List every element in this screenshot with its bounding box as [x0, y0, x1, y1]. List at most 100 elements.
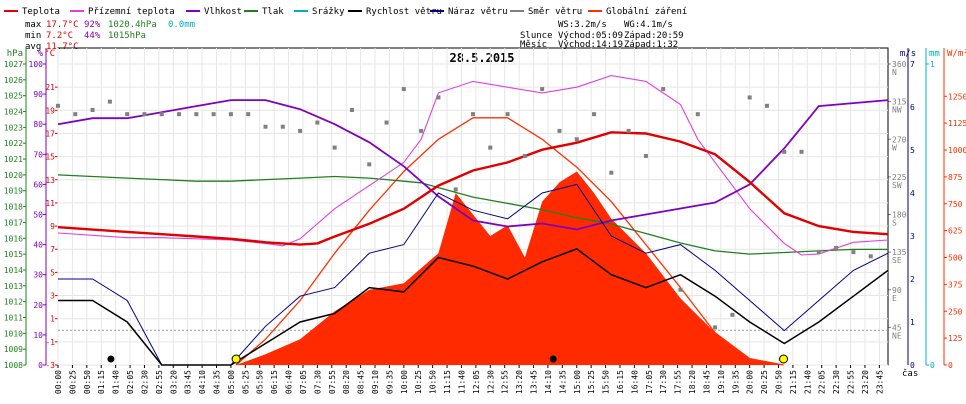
axis-ms-unit: m/s [900, 49, 916, 59]
x-tick-label: 23:20 [861, 370, 870, 394]
x-tick-label: 20:50 [774, 370, 783, 394]
x-tick-label: 17:55 [674, 370, 683, 394]
axis-hpa-tick-label: 1026 [4, 76, 23, 85]
winddir-point [298, 128, 303, 133]
x-tick-label: 12:30 [486, 370, 495, 394]
winddir-point [592, 112, 597, 117]
winddir-point [263, 124, 268, 129]
winddir-point [488, 145, 493, 150]
axis-dir-letter: N [892, 68, 897, 77]
axis-hpa-tick-label: 1023 [4, 123, 23, 132]
x-tick-label: 06:40 [285, 370, 294, 394]
winddir-point [730, 312, 735, 317]
x-tick-label: 11:15 [443, 370, 452, 394]
stat-avg-label: avg [25, 42, 41, 52]
axis-dir-tick-label: 45 [892, 323, 902, 332]
axis-hpa-tick-label: 1022 [4, 139, 23, 148]
x-tick-label: 22:05 [818, 370, 827, 394]
axis-hpa-unit: hPa [7, 49, 23, 59]
x-tick-label: 01:15 [97, 370, 106, 394]
sunrise-marker [231, 354, 241, 364]
x-tick-label: 15:50 [602, 370, 611, 394]
axis-hpa-tick-label: 1021 [4, 155, 23, 164]
stat-min-hum: 44% [84, 31, 101, 41]
winddir-point [574, 137, 579, 142]
winddir-point [764, 103, 769, 108]
axis-degc-tick-label: 11 [45, 199, 55, 208]
stat-min-temp: 7.2°C [46, 31, 73, 41]
x-tick-label: 02:55 [155, 370, 164, 394]
axis-pct-tick-label: 50 [33, 211, 43, 220]
info-block: WS:3.2m/s WG:4.1m/s Slunce Východ:05:09 … [520, 20, 684, 50]
x-tick-label: 12:05 [472, 370, 481, 394]
x-tick-label: 19:10 [717, 370, 726, 394]
x-tick-label: 05:00 [227, 370, 236, 394]
axis-dir-tick-label: 270 [892, 135, 907, 144]
axis-ms-tick-label: 5 [910, 146, 915, 155]
axis-dir-letter: NW [892, 106, 902, 115]
x-tick-label: 00:00 [54, 370, 63, 394]
axis-degc-unit: °C [44, 49, 55, 59]
axis-pct-tick-label: 90 [33, 90, 43, 99]
x-tick-label: 11:40 [457, 370, 466, 394]
axis-hpa-tick-label: 1027 [4, 60, 23, 69]
winddir-point [194, 112, 199, 117]
info-sun-label: Slunce [520, 31, 553, 41]
winddir-point [522, 153, 527, 158]
axis-hpa-tick-label: 1011 [4, 313, 23, 322]
legend-label-windspeed: Rychlost větru [366, 7, 442, 17]
winddir-point [505, 112, 510, 117]
winddir-point [73, 112, 78, 117]
winddir-point [125, 112, 130, 117]
axis-mm-unit: mm [929, 49, 940, 59]
x-tick-label: 10:25 [414, 370, 423, 394]
axis-ms-tick-label: 7 [910, 60, 915, 69]
axis-degc-tick-label: -3 [45, 361, 55, 370]
series-pressure [57, 174, 888, 255]
axis-wm2-tick-label: 625 [948, 227, 963, 236]
x-tick-label: 07:30 [313, 370, 322, 394]
winddir-point [107, 99, 112, 104]
winddir-point [747, 95, 752, 100]
axis-wm2-tick-label: 750 [948, 200, 963, 209]
winddir-point [471, 112, 475, 117]
axis-wm2-tick-label: 875 [948, 173, 963, 182]
winddir-point [799, 149, 804, 154]
axis-hpa-tick-label: 1018 [4, 203, 23, 212]
x-tick-label: 22:30 [832, 370, 841, 394]
stats-block: max 17.7°C 92% 1020.4hPa 0.0mm min 7.2°C… [25, 20, 195, 52]
axis-wm2-tick-label: 0 [948, 361, 953, 370]
legend-label-pressure: Tlak [262, 7, 284, 17]
axis-ms-tick-label: 0 [910, 361, 915, 370]
winddir-point [868, 254, 873, 259]
x-tick-label: 16:15 [616, 370, 625, 394]
axis-wm2-tick-label: 1000 [948, 146, 966, 155]
x-tick-label: 02:30 [140, 370, 149, 394]
winddir-point [695, 112, 700, 117]
axis-wm2-tick-label: 500 [948, 254, 963, 263]
axis-hpa-tick-label: 1010 [4, 329, 23, 338]
axis-degc-tick-label: 17 [45, 129, 55, 138]
stat-max-label: max [25, 20, 42, 30]
axis-dir-tick-label: 315 [892, 98, 907, 107]
axis-wm2-tick-label: 1250 [948, 92, 966, 101]
axis-degc-tick-label: 7 [50, 245, 55, 254]
legend-label-humidity: Vlhkost [204, 7, 242, 17]
winddir-point [228, 112, 233, 117]
legend-label-windgust: Náraz větru [448, 7, 508, 17]
x-tick-label: 17:05 [645, 370, 654, 394]
winddir-point [349, 107, 354, 112]
winddir-point [626, 128, 631, 133]
axis-hpa-tick-label: 1017 [4, 218, 23, 227]
winddir-point [436, 95, 441, 100]
info-moon-label: Měsíc [520, 40, 547, 50]
axis-wm2-tick-label: 375 [948, 280, 963, 289]
axis-pct-tick-label: 0 [38, 361, 43, 370]
x-tick-label: 08:45 [357, 370, 366, 394]
axis-pct-tick-label: 10 [33, 331, 43, 340]
x-tick-label: 22:55 [847, 370, 856, 394]
legend-label-winddir: Směr větru [528, 7, 582, 17]
axis-ms-tick-label: 3 [910, 232, 915, 241]
axis-degc-tick-label: 21 [45, 83, 55, 92]
x-tick-label: 07:05 [299, 370, 308, 394]
